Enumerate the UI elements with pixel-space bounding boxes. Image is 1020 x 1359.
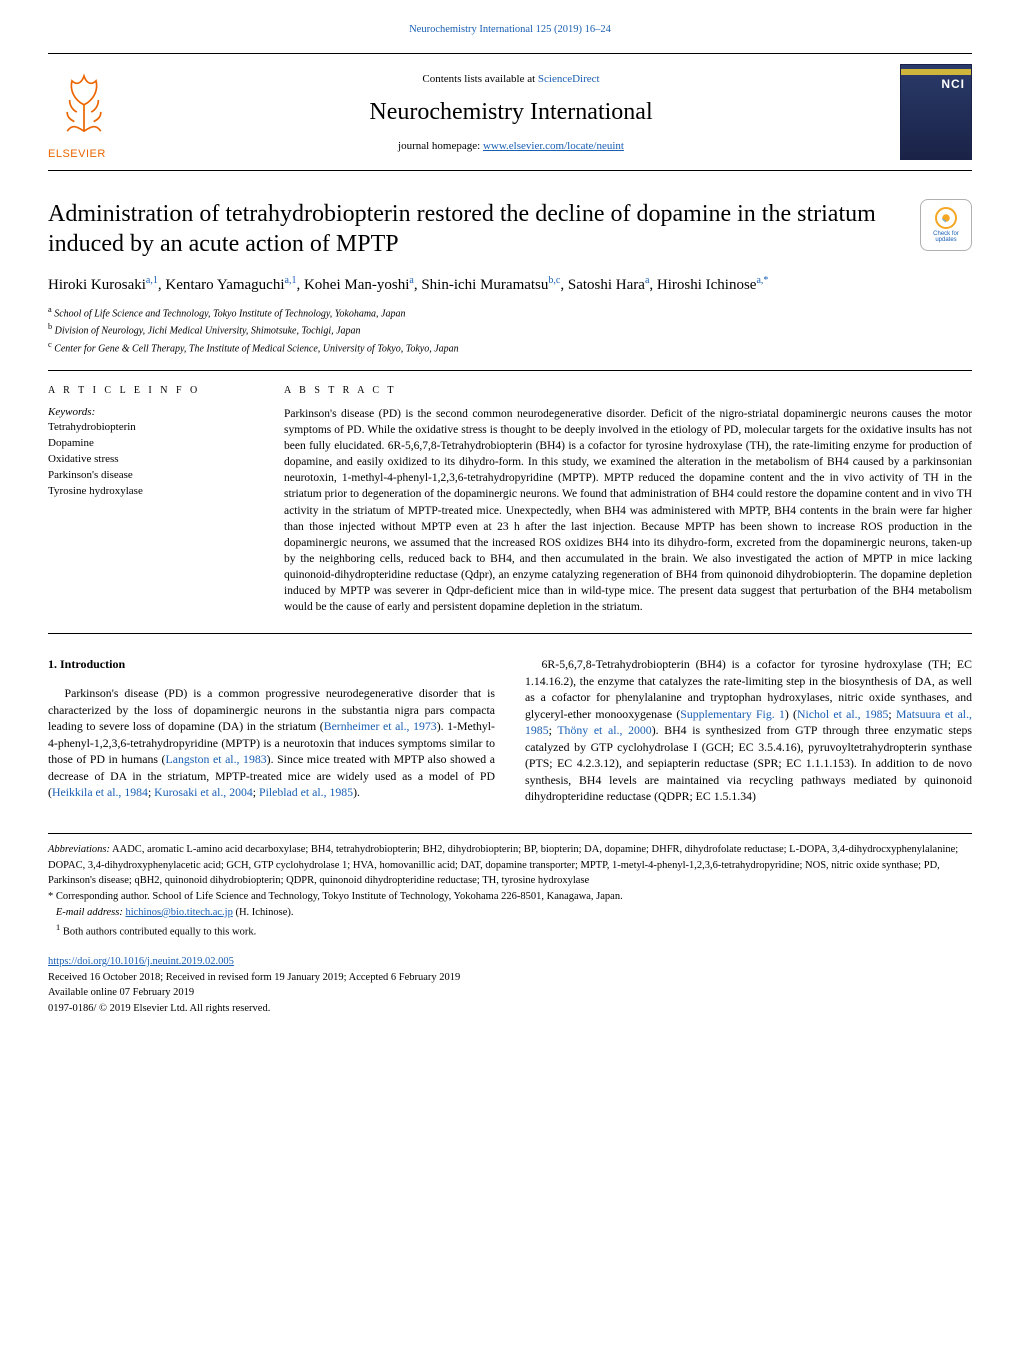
- affiliations: a School of Life Science and Technology,…: [48, 304, 972, 356]
- intro-heading: 1. Introduction: [48, 656, 495, 673]
- journal-cover-icon: NCI: [900, 64, 972, 160]
- body-col-left: 1. Introduction Parkinson's disease (PD)…: [48, 656, 495, 805]
- abstract-text: Parkinson's disease (PD) is the second c…: [284, 406, 972, 615]
- issn-copyright: 0197-0186/ © 2019 Elsevier Ltd. All righ…: [48, 1001, 972, 1017]
- footnotes: Abbreviations: AADC, aromatic L-amino ac…: [48, 833, 972, 940]
- cover-acronym: NCI: [941, 77, 965, 91]
- citation-link[interactable]: Heikkila et al., 1984: [52, 785, 148, 799]
- citation-link[interactable]: Langston et al., 1983: [166, 752, 267, 766]
- body-col-right: 6R-5,6,7,8-Tetrahydrobiopterin (BH4) is …: [525, 656, 972, 805]
- masthead: ELSEVIER Contents lists available at Sci…: [48, 53, 972, 171]
- citation-link[interactable]: Pileblad et al., 1985: [259, 785, 353, 799]
- contents-prefix: Contents lists available at: [422, 73, 537, 85]
- check-updates-icon: [935, 207, 957, 229]
- running-head: Neurochemistry International 125 (2019) …: [48, 24, 972, 35]
- doi-link[interactable]: https://doi.org/10.1016/j.neuint.2019.02…: [48, 956, 234, 967]
- citation-link[interactable]: Kurosaki et al., 2004: [154, 785, 253, 799]
- keyword: Parkinson's disease: [48, 468, 248, 484]
- abstract: A B S T R A C T Parkinson's disease (PD)…: [284, 385, 972, 615]
- check-updates-badge[interactable]: Check forupdates: [920, 199, 972, 251]
- corresponding-author: * Corresponding author. School of Life S…: [48, 889, 972, 905]
- article-info-heading: A R T I C L E I N F O: [48, 385, 248, 396]
- authors: Hiroki Kurosakia,1, Kentaro Yamaguchia,1…: [48, 275, 972, 294]
- publisher-name: ELSEVIER: [48, 148, 138, 160]
- email-link[interactable]: hichinos@bio.titech.ac.jp: [125, 907, 232, 918]
- email-line: E-mail address: hichinos@bio.titech.ac.j…: [48, 905, 972, 921]
- homepage-prefix: journal homepage:: [398, 140, 483, 152]
- divider: [48, 633, 972, 634]
- intro-para-2: 6R-5,6,7,8-Tetrahydrobiopterin (BH4) is …: [525, 656, 972, 805]
- keyword: Dopamine: [48, 436, 248, 452]
- contents-line: Contents lists available at ScienceDirec…: [138, 73, 884, 85]
- cover-thumb-wrap: NCI: [884, 64, 972, 160]
- keywords-list: Tetrahydrobiopterin Dopamine Oxidative s…: [48, 420, 248, 500]
- citation-link[interactable]: Supplementary Fig. 1: [680, 707, 785, 721]
- journal-name: Neurochemistry International: [138, 99, 884, 126]
- author-contribution-note: 1 Both authors contributed equally to th…: [48, 921, 972, 940]
- citation-link[interactable]: Nichol et al., 1985: [797, 707, 888, 721]
- article-title: Administration of tetrahydrobiopterin re…: [48, 199, 908, 259]
- received-line: Received 16 October 2018; Received in re…: [48, 970, 972, 986]
- keywords-heading: Keywords:: [48, 406, 248, 418]
- available-online-line: Available online 07 February 2019: [48, 985, 972, 1001]
- homepage-line: journal homepage: www.elsevier.com/locat…: [138, 140, 884, 152]
- publication-info: https://doi.org/10.1016/j.neuint.2019.02…: [48, 954, 972, 1017]
- abstract-heading: A B S T R A C T: [284, 385, 972, 396]
- masthead-center: Contents lists available at ScienceDirec…: [138, 64, 884, 160]
- citation-link[interactable]: Bernheimer et al., 1973: [324, 719, 437, 733]
- sciencedirect-link[interactable]: ScienceDirect: [538, 73, 600, 85]
- keyword: Tyrosine hydroxylase: [48, 484, 248, 500]
- intro-para-1: Parkinson's disease (PD) is a common pro…: [48, 685, 495, 801]
- citation-link[interactable]: Thöny et al., 2000: [557, 723, 651, 737]
- publisher-block: ELSEVIER: [48, 64, 138, 160]
- article-info: A R T I C L E I N F O Keywords: Tetrahyd…: [48, 385, 248, 615]
- keyword: Oxidative stress: [48, 452, 248, 468]
- elsevier-tree-icon: [48, 64, 120, 136]
- abbreviations: Abbreviations: AADC, aromatic L-amino ac…: [48, 842, 972, 889]
- journal-homepage-link[interactable]: www.elsevier.com/locate/neuint: [483, 140, 624, 152]
- keyword: Tetrahydrobiopterin: [48, 420, 248, 436]
- check-updates-label: Check forupdates: [933, 231, 959, 243]
